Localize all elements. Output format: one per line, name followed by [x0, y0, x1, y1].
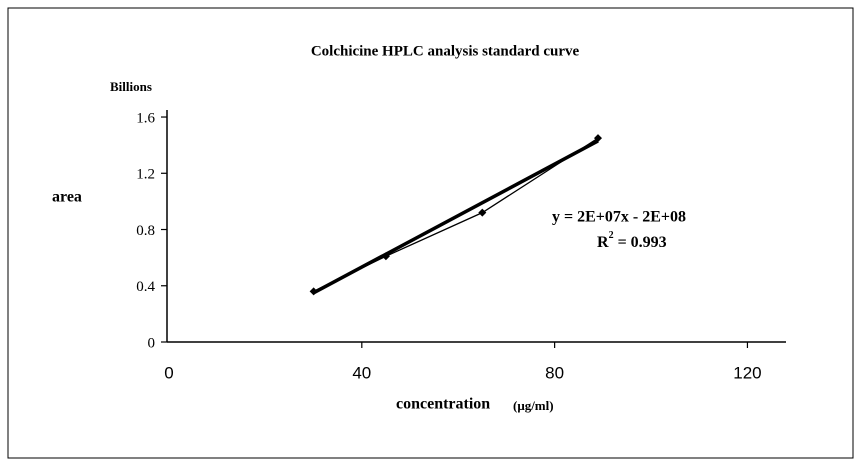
y-unit: Billions [110, 79, 152, 94]
y-tick-label: 1.2 [136, 167, 155, 183]
x-axis-unit: (μg/ml) [513, 398, 554, 413]
chart-title: Colchicine HPLC analysis standard curve [311, 43, 580, 59]
data-point [478, 208, 487, 217]
r-squared-r: R [597, 234, 609, 251]
frame [7, 7, 854, 459]
y-tick-label: 1.6 [136, 110, 155, 126]
data-point [381, 252, 390, 261]
x-tick-label: 0 [164, 363, 173, 382]
x-tick-label: 40 [352, 363, 371, 382]
x-tick-label: 120 [733, 363, 761, 382]
x-axis-label: concentration [396, 396, 490, 413]
data-point [309, 287, 318, 296]
r-squared-sup: 2 [609, 230, 614, 241]
r-squared-value: = 0.993 [614, 234, 667, 251]
data-point [594, 134, 603, 143]
y-tick-label: 0.8 [136, 223, 155, 239]
y-axis-label: area [52, 189, 82, 206]
trendline [312, 139, 599, 295]
equation: y = 2E+07x - 2E+08 [552, 209, 686, 226]
data-line [313, 137, 599, 292]
x-tick-label: 80 [545, 363, 564, 382]
r-squared: R2 = 0.993 [597, 230, 667, 250]
y-tick-label: 0.4 [136, 279, 155, 295]
y-tick-label: 0 [148, 335, 156, 351]
